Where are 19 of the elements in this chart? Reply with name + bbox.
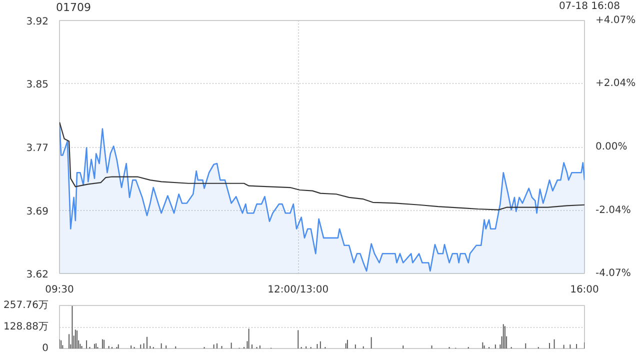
y-tick-label: 0 <box>42 343 49 354</box>
y-tick-label: 3.62 <box>26 270 48 280</box>
chart-title: 01709 <box>56 0 91 16</box>
y-tick-label: 128.88万 <box>4 322 49 332</box>
y-tick-label: 3.77 <box>26 143 48 154</box>
y-tick-label: 257.76万 <box>4 300 49 311</box>
y2-tick-label: -2.04% <box>596 204 631 216</box>
y2-tick-label: 0.00% <box>596 142 628 152</box>
y2-tick-label: -4.07% <box>596 268 631 279</box>
y-tick-label: 3.69 <box>26 206 48 218</box>
x-tick-label: 09:30 <box>45 284 74 296</box>
y-tick-label: 3.85 <box>26 79 48 90</box>
x-tick-label: 12:00/13:00 <box>268 284 329 296</box>
text: 07-18 16:08 <box>558 0 620 14</box>
y-tick-label: 3.92 <box>26 16 48 28</box>
x-tick-label: 16:00 <box>570 284 599 296</box>
line-series <box>60 122 584 210</box>
y2-tick-label: +2.04% <box>596 78 636 90</box>
y2-tick-label: +4.07% <box>596 15 636 26</box>
